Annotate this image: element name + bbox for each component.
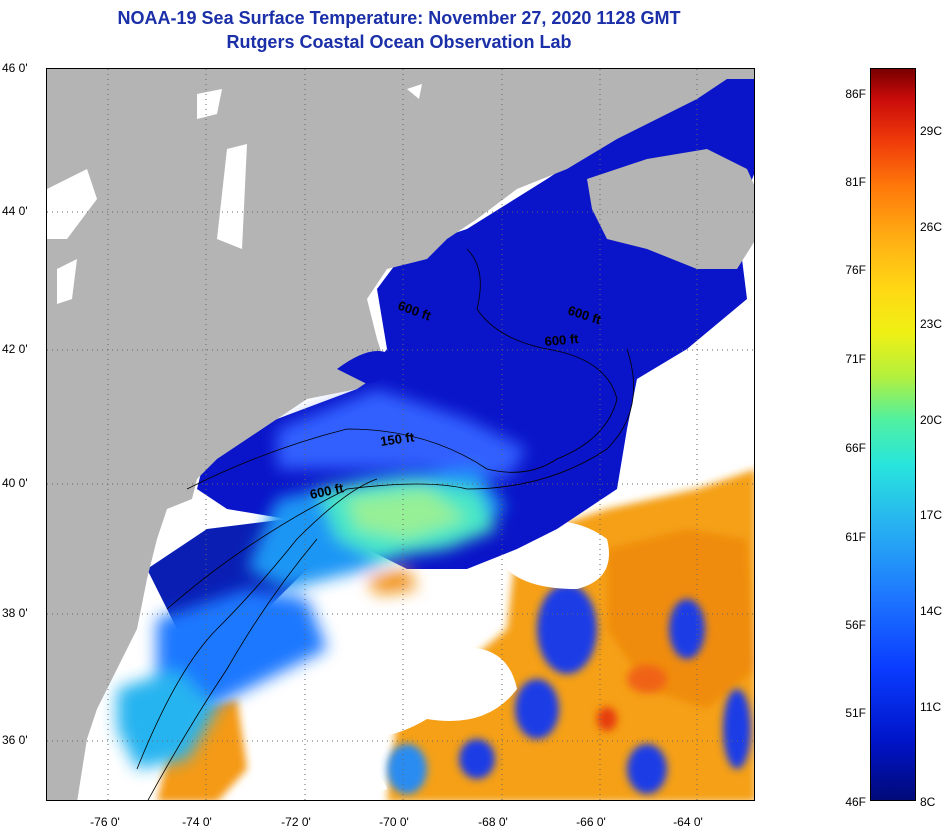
lat-label-40: 40 0' <box>2 476 28 490</box>
lat-label-36: 36 0' <box>2 733 28 747</box>
colorbar-label-29c: 29C <box>920 124 943 138</box>
colorbar-label-61f: 61F <box>845 530 866 544</box>
colorbar-label-66f: 66F <box>845 441 866 455</box>
colorbar-label-17c: 17C <box>920 508 943 522</box>
lakes <box>47 84 422 304</box>
colorbar-label-71f: 71F <box>845 352 866 366</box>
lon-label-68: -68 0' <box>478 815 508 829</box>
colorbar-label-56f: 56F <box>845 618 866 632</box>
lon-label-72: -72 0' <box>281 815 311 829</box>
bathymetry-contours <box>136 248 635 800</box>
lon-label-76: -76 0' <box>90 815 120 829</box>
graticule <box>47 69 754 800</box>
colorbar-label-51f: 51F <box>845 706 866 720</box>
lat-label-38: 38 0' <box>2 606 28 620</box>
lat-label-42: 42 0' <box>2 342 28 356</box>
lon-label-66: -66 0' <box>576 815 606 829</box>
lon-label-70: -70 0' <box>379 815 409 829</box>
lat-label-46: 46 0' <box>2 61 28 75</box>
colorbar-label-86f: 86F <box>845 87 866 101</box>
sst-map: 600 ft 600 ft 600 ft 150 ft 600 ft <box>46 68 755 801</box>
contour-label-600ft-d: 600 ft <box>309 480 346 502</box>
contour-label-150ft: 150 ft <box>379 429 415 449</box>
map-title: NOAA-19 Sea Surface Temperature: Novembe… <box>117 8 681 28</box>
temperature-colorbar <box>870 68 916 801</box>
colorbar-label-76f: 76F <box>845 263 866 277</box>
colorbar-label-11c: 11C <box>920 700 942 714</box>
colorbar-label-81f: 81F <box>845 175 866 189</box>
land-mass <box>47 69 754 800</box>
colorbar-label-46f: 46F <box>845 795 866 809</box>
colorbar-label-20c: 20C <box>920 413 943 427</box>
colorbar-label-14c: 14C <box>920 604 943 618</box>
lon-label-64: -64 0' <box>673 815 703 829</box>
map-subtitle: Rutgers Coastal Ocean Observation Lab <box>226 32 572 52</box>
colorbar-label-8c: 8C <box>920 795 936 809</box>
lon-label-74: -74 0' <box>182 815 212 829</box>
colorbar-label-23c: 23C <box>920 317 943 331</box>
lat-label-44: 44 0' <box>2 204 28 218</box>
contour-label-600ft-c: 600 ft <box>544 331 580 349</box>
colorbar-label-26c: 26C <box>920 220 943 234</box>
